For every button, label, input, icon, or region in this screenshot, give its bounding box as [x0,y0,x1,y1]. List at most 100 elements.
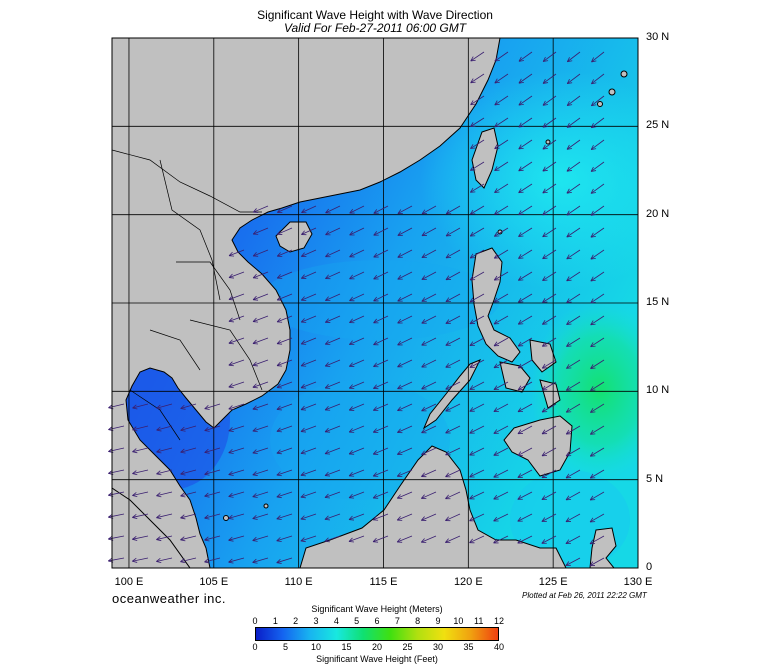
valid-time-subtitle: Valid For Feb-27-2011 06:00 GMT [283,21,467,35]
colorbar-feet-title: Significant Wave Height (Feet) [316,654,438,664]
wave-arrow [469,293,485,303]
wave-arrow [276,557,293,564]
wave-arrow [132,557,149,563]
wave-arrow [590,249,605,260]
wave-arrow [373,271,389,280]
latitude-label: 30 N [646,31,670,43]
wave-arrow [566,249,581,260]
wave-arrow [276,513,293,520]
wave-arrow [373,315,389,324]
wave-arrow [566,95,581,106]
wave-arrow [517,469,533,478]
wave-arrow [349,337,365,346]
wave-arrow [300,403,317,411]
colorbar-meters-tick: 9 [435,616,441,626]
wave-arrow [566,293,581,304]
wave-arrow [180,513,197,520]
latitude-label: 20 N [646,207,670,220]
wave-arrow [252,249,269,257]
wave-arrow [590,315,605,326]
wave-arrow [445,425,461,434]
wave-arrow [180,491,197,498]
wave-arrow [180,425,197,432]
wave-arrow [541,381,557,391]
wave-arrow [421,249,437,258]
wave-arrow [421,425,437,434]
colorbar-feet-tick: 35 [463,642,474,652]
wave-arrow [517,403,533,413]
wave-arrow [300,535,317,543]
wave-arrow [420,535,437,543]
wave-arrow [445,491,461,500]
wave-arrow [566,183,581,194]
wave-arrow [277,205,293,214]
wave-arrow [445,337,461,346]
colorbar-meters-tick: 10 [453,616,464,626]
wave-arrow [324,425,341,433]
wave-arrow [590,359,605,370]
wave-arrow [470,73,485,84]
wave-arrow [204,557,221,564]
wave-arrow [469,249,485,259]
wave-arrow [541,491,557,500]
wave-arrow [397,381,413,390]
wave-arrow [132,469,149,476]
wave-arrow [518,51,533,62]
wave-arrow [301,271,317,279]
wave-arrow [324,403,341,411]
wave-arrow [300,337,317,345]
map-frame [111,37,639,569]
longitude-label: 115 E [369,576,398,588]
wave-arrow [445,271,461,281]
wave-arrow [445,293,461,303]
wave-arrow [397,447,413,456]
colorbar-meters-tick: 11 [473,616,484,626]
wave-arrow [421,513,437,521]
longitude-label: 110 E [284,576,313,588]
wave-arrow [542,95,557,106]
wave-arrow [252,447,269,455]
wave-arrow [542,139,557,150]
wave-arrow [132,513,149,519]
wave-arrow [132,403,149,410]
wave-arrow [445,315,461,324]
wave-arrow [517,359,533,369]
wave-arrow [373,205,389,214]
wave-arrow [397,337,413,346]
wave-arrow [348,513,365,521]
wave-arrow [301,227,317,236]
wave-arrow [470,183,485,193]
wave-arrow [156,557,173,563]
wave-arrow [276,381,293,389]
wave-arrow [372,535,389,543]
brand-logo-text: oceanweather inc. [112,591,227,606]
colorbar-meters-tick: 7 [394,616,400,626]
wave-arrow [204,403,221,410]
wave-arrow [156,469,173,476]
wave-arrow [590,293,605,304]
wave-arrow [397,293,413,302]
wave-arrow [276,403,293,411]
wave-arrow [252,403,269,411]
wave-arrow [493,491,509,500]
wave-arrow [590,381,605,391]
land-masses [112,38,628,568]
wave-arrow [589,447,605,457]
latitude-label: 15 N [646,296,670,308]
wave-arrow [518,249,533,259]
wave-arrow [252,381,269,389]
wave-arrow [397,425,413,434]
wave-arrow [180,535,197,542]
wave-arrow [517,293,533,303]
wave-arrow [324,535,341,543]
wave-arrow [372,425,389,433]
wave-arrow [228,293,245,301]
longitude-label: 120 E [453,576,483,588]
wave-arrow [542,293,557,303]
wave-arrow [493,513,509,522]
wave-arrow [372,491,389,499]
wave-arrow [180,403,197,410]
wave-arrow [397,315,413,324]
longitude-label: 130 E [623,576,653,588]
wave-arrow [132,425,149,432]
